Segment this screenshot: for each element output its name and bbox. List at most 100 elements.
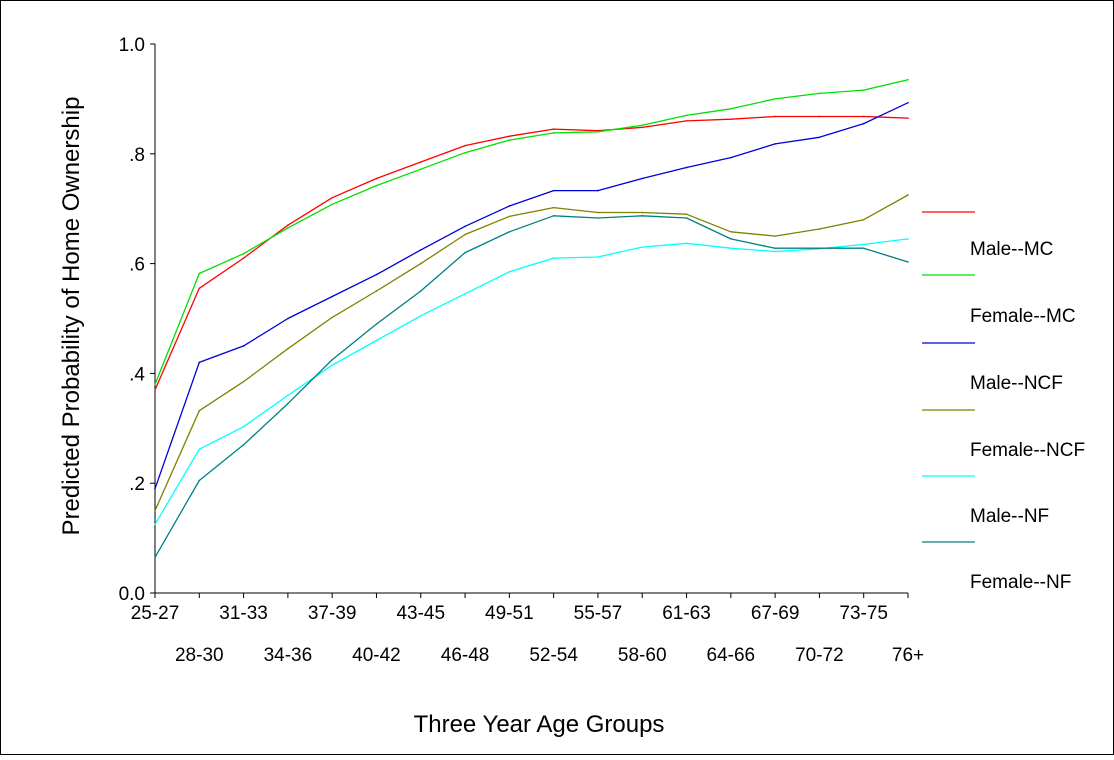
x-tick-label: 67-69 xyxy=(751,603,800,624)
data-point xyxy=(375,177,378,180)
legend-label: Female--NF xyxy=(970,572,1071,593)
data-point xyxy=(508,215,511,218)
data-point xyxy=(685,213,688,215)
data-point xyxy=(730,118,732,121)
data-point xyxy=(198,479,201,482)
data-point xyxy=(774,235,776,237)
data-point xyxy=(242,252,245,255)
data-point xyxy=(818,247,821,250)
data-point xyxy=(419,249,422,251)
data-point xyxy=(154,556,156,559)
data-point xyxy=(508,230,511,233)
data-point xyxy=(331,203,333,206)
data-point xyxy=(774,98,776,100)
data-point xyxy=(419,168,422,170)
data-point xyxy=(597,256,599,258)
data-point xyxy=(508,271,511,273)
data-point xyxy=(242,443,245,446)
data-point xyxy=(552,257,555,259)
data-point xyxy=(464,233,466,236)
data-point xyxy=(154,523,156,526)
x-tick-label: 73-75 xyxy=(839,603,888,624)
data-point xyxy=(419,314,422,317)
data-point xyxy=(242,380,245,383)
legend-label: Female--MC xyxy=(970,306,1076,327)
x-tick-label: 37-39 xyxy=(308,603,357,624)
data-point xyxy=(907,117,909,119)
data-point xyxy=(862,218,865,221)
y-axis-title: Predicted Probability of Home Ownership xyxy=(58,97,85,536)
data-point xyxy=(730,247,732,250)
data-point xyxy=(774,250,776,253)
data-point xyxy=(552,128,555,130)
data-point xyxy=(774,143,776,145)
y-tick-label: 1.0 xyxy=(119,35,145,56)
y-tick-label: .6 xyxy=(129,255,145,276)
data-point xyxy=(552,215,555,217)
x-tick-label: 34-36 xyxy=(264,645,313,666)
data-point xyxy=(419,161,422,163)
x-axis-title: Three Year Age Groups xyxy=(414,711,665,738)
data-point xyxy=(464,144,466,147)
data-point xyxy=(242,425,245,428)
data-point xyxy=(552,206,555,209)
data-point xyxy=(907,78,909,81)
data-point xyxy=(508,135,511,138)
series-line-5 xyxy=(154,238,909,525)
data-point xyxy=(907,261,909,263)
data-point xyxy=(862,122,865,125)
data-point xyxy=(508,205,511,207)
x-tick-label: 55-57 xyxy=(574,603,623,624)
x-tick-label: 43-45 xyxy=(396,603,445,624)
legend-label: Male--NF xyxy=(970,506,1049,527)
data-point xyxy=(641,126,644,129)
data-point xyxy=(730,230,732,233)
data-point xyxy=(375,290,378,292)
data-point xyxy=(862,243,865,246)
x-tick-label: 58-60 xyxy=(618,645,667,666)
x-tick-label: 64-66 xyxy=(707,645,756,666)
data-point xyxy=(907,194,909,196)
data-point xyxy=(818,115,821,118)
data-point xyxy=(730,238,732,240)
data-point xyxy=(375,339,378,342)
data-point xyxy=(331,358,333,361)
data-point xyxy=(375,184,378,187)
data-point xyxy=(287,224,289,226)
data-point xyxy=(331,196,333,199)
data-point xyxy=(597,189,599,192)
data-point xyxy=(154,487,156,490)
series-line-6 xyxy=(154,215,909,558)
data-point xyxy=(464,225,466,228)
data-point xyxy=(331,295,333,298)
data-point xyxy=(685,120,688,122)
legend-label: Male--MC xyxy=(970,239,1053,260)
axes: 0.0 .2 .4 .6 .8 1.0 25-27 28-30 31-33 34-36 37-39 4… xyxy=(119,35,925,666)
legend-label: Female--NCF xyxy=(970,440,1085,461)
x-tick-label: 25-27 xyxy=(131,603,180,624)
series-line-1 xyxy=(154,115,909,391)
data-point xyxy=(774,115,776,118)
data-point xyxy=(198,272,201,275)
data-point xyxy=(552,132,555,134)
x-tick-label: 31-33 xyxy=(219,603,268,624)
legend-label: Male--NCF xyxy=(970,373,1063,394)
x-tick-label: 46-48 xyxy=(441,645,490,666)
series-line-2 xyxy=(154,79,909,385)
data-point xyxy=(154,509,156,512)
legend: Male--MC Female--MC Male--NCF Female--NCF Ma… xyxy=(922,211,1085,593)
data-point xyxy=(730,156,732,159)
data-point xyxy=(198,361,201,364)
data-point xyxy=(375,273,378,276)
data-point xyxy=(641,177,644,180)
x-tick-label: 49-51 xyxy=(485,603,534,624)
data-point xyxy=(331,316,333,319)
data-point xyxy=(508,139,511,141)
data-point xyxy=(641,211,644,214)
data-point xyxy=(331,364,333,366)
data-point xyxy=(464,151,466,154)
data-point xyxy=(419,262,422,265)
